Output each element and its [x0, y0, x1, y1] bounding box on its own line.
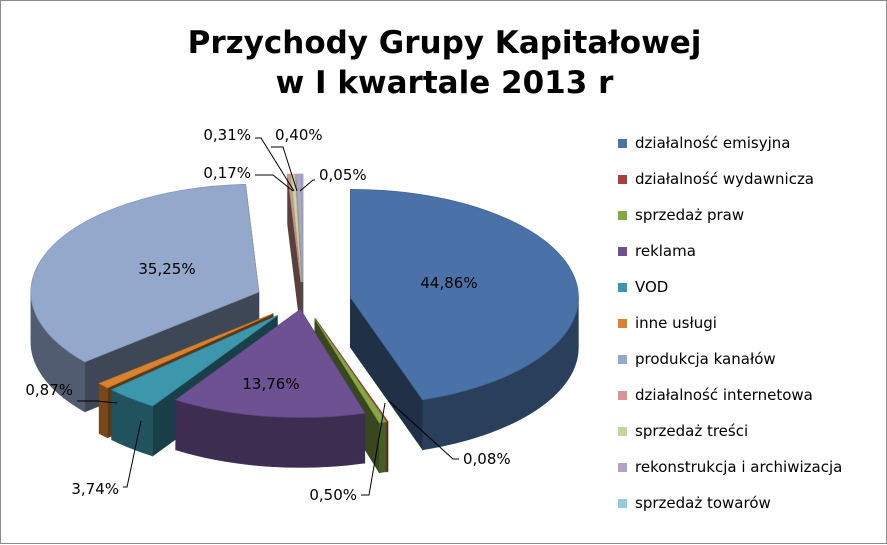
leader-line — [255, 137, 295, 192]
leader-line — [255, 174, 294, 192]
legend-swatch — [618, 318, 627, 328]
data-label: 0,87% — [25, 381, 73, 399]
legend-swatch — [618, 426, 627, 436]
legend-item: sprzedaż treści — [618, 413, 886, 449]
pie-slice — [349, 188, 579, 401]
legend-swatch — [618, 462, 627, 472]
legend-swatch — [618, 174, 627, 184]
chart-title-line-2: w I kwartale 2013 r — [275, 65, 614, 101]
data-label: 0,31% — [203, 126, 251, 144]
data-label: 35,25% — [138, 260, 195, 278]
data-label: 0,50% — [309, 486, 357, 504]
data-label: 0,40% — [275, 126, 323, 144]
legend-item: sprzedaż towarów — [618, 485, 886, 521]
pie-slice — [98, 313, 274, 389]
pie-slice — [30, 183, 260, 363]
legend-swatch — [618, 210, 627, 220]
leader-line — [271, 146, 298, 192]
data-label: 0,05% — [319, 166, 367, 184]
legend-label: sprzedaż praw — [635, 206, 745, 224]
pie-slice — [295, 173, 303, 283]
pie-slice — [110, 315, 278, 407]
legend-label: produkcja kanałów — [635, 350, 776, 368]
leader-line — [123, 420, 142, 488]
legend-item: działalność emisyjna — [618, 125, 886, 161]
pie-slice — [290, 173, 302, 283]
legend-item: sprzedaż praw — [618, 197, 886, 233]
legend-swatch — [618, 138, 627, 148]
data-label: 13,76% — [242, 375, 299, 393]
pie-slice-rim — [386, 421, 389, 472]
legend-swatch — [618, 498, 627, 508]
legend-label: VOD — [635, 278, 669, 296]
legend-item: produkcja kanałów — [618, 341, 886, 377]
legend-swatch — [618, 354, 627, 364]
chart-title: Przychody Grupy Kapitałowej w I kwartale… — [1, 23, 887, 103]
legend-label: działalność internetowa — [635, 386, 813, 404]
legend-swatch — [618, 282, 627, 292]
pie-slice — [314, 318, 387, 424]
data-label: 0,08% — [463, 450, 511, 468]
legend-label: działalność emisyjna — [635, 134, 791, 152]
legend-label: reklama — [635, 242, 696, 260]
pie-slice — [315, 318, 389, 423]
legend-label: sprzedaż towarów — [635, 494, 771, 512]
data-label: 44,86% — [420, 274, 477, 292]
legend-item: reklama — [618, 233, 886, 269]
leader-line — [77, 400, 118, 404]
legend: działalność emisyjna działalność wydawnic… — [618, 125, 886, 521]
data-label: 3,74% — [71, 480, 119, 498]
legend-label: rekonstrukcja i archiwizacja — [635, 458, 843, 476]
pie-slice — [301, 173, 304, 283]
legend-item: VOD — [618, 269, 886, 305]
legend-item: działalność wydawnicza — [618, 161, 886, 197]
legend-swatch — [618, 390, 627, 400]
legend-label: sprzedaż treści — [635, 422, 749, 440]
pie-slice — [174, 308, 366, 418]
leader-line — [361, 402, 386, 496]
pie-slice-rim — [98, 382, 108, 439]
legend-item: rekonstrukcja i archiwizacja — [618, 449, 886, 485]
pie-slice — [287, 173, 302, 283]
legend-swatch — [618, 246, 627, 256]
data-label: 0,17% — [203, 164, 251, 182]
legend-item: inne usługi — [618, 305, 886, 341]
legend-label: inne usługi — [635, 314, 717, 332]
chart-title-line-1: Przychody Grupy Kapitałowej — [187, 25, 702, 61]
legend-label: działalność wydawnicza — [635, 170, 815, 188]
legend-item: działalność internetowa — [618, 377, 886, 413]
leader-line — [388, 400, 459, 460]
leader-line — [299, 179, 315, 192]
